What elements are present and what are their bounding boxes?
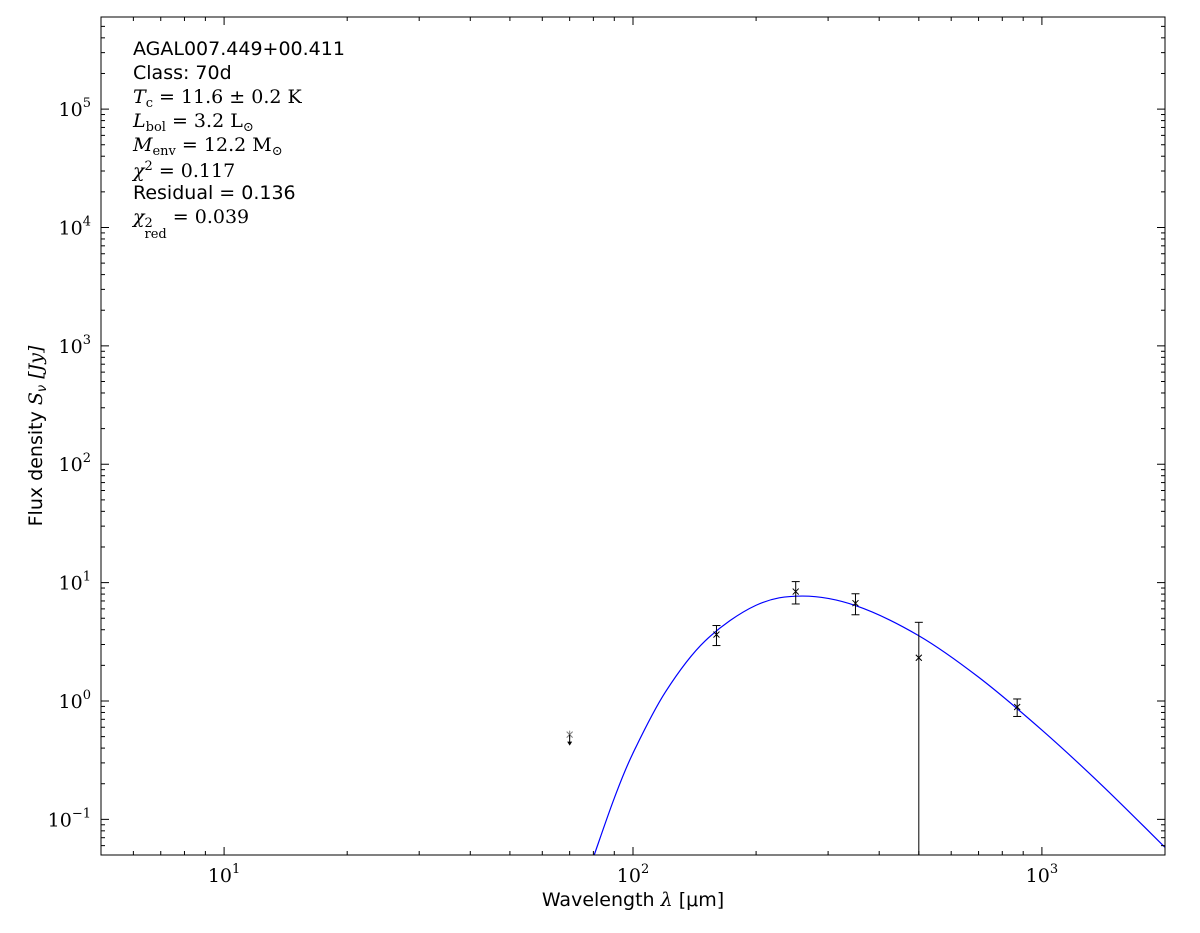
data-point (791, 581, 800, 605)
x-marker (792, 588, 800, 595)
data-point (712, 625, 721, 647)
y-tick-label: 100 (59, 688, 91, 713)
x-axis-title: Wavelength λ [μm] (542, 889, 724, 911)
x-marker (1013, 703, 1021, 711)
x-marker (852, 599, 859, 607)
envelope-mass-label: Menv = 12.2 M⊙ (133, 134, 283, 159)
y-tick-label: 101 (59, 570, 91, 595)
source-name: AGAL007.449+00.411 (133, 38, 345, 60)
reduced-chi-squared-label: χ 2 red = 0.039 (133, 206, 250, 242)
x-marker (915, 654, 923, 662)
fit-annotations: AGAL007.449+00.411 Class: 70d Tc = 11.6 … (133, 38, 345, 242)
y-tick-label: 103 (59, 333, 91, 358)
x-tick-label: 103 (1026, 862, 1058, 887)
temperature-label: Tc = 11.6 ± 0.2 K (133, 86, 302, 111)
model-curve (593, 595, 1165, 855)
data-point (851, 593, 860, 616)
data-point (1013, 698, 1022, 717)
axis-ticks: 101 102 103 10−1 100 101 102 103 104 105 (48, 16, 1166, 887)
luminosity-label: Lbol = 3.2 L⊙ (133, 110, 254, 135)
arrow-down-icon (567, 741, 573, 746)
source-class: Class: 70d (133, 62, 232, 84)
x-marker (713, 631, 720, 638)
chi-squared-label: χ2 = 0.117 (133, 159, 236, 182)
plot-frame (100, 16, 1166, 856)
data-points-layer (566, 581, 1022, 855)
upper-limit-point (566, 730, 574, 746)
data-point (914, 621, 923, 855)
y-tick-label: 10−1 (48, 806, 91, 831)
y-tick-label: 104 (59, 214, 91, 239)
x-tick-label: 102 (617, 862, 649, 887)
x-tick-label: 101 (208, 862, 240, 887)
y-tick-label: 102 (59, 451, 91, 476)
y-tick-label: 105 (59, 96, 91, 121)
y-axis-title: Flux density Sν [Jy] (25, 345, 50, 526)
model-curve-layer (593, 595, 1165, 855)
residual-label: Residual = 0.136 (133, 182, 296, 204)
